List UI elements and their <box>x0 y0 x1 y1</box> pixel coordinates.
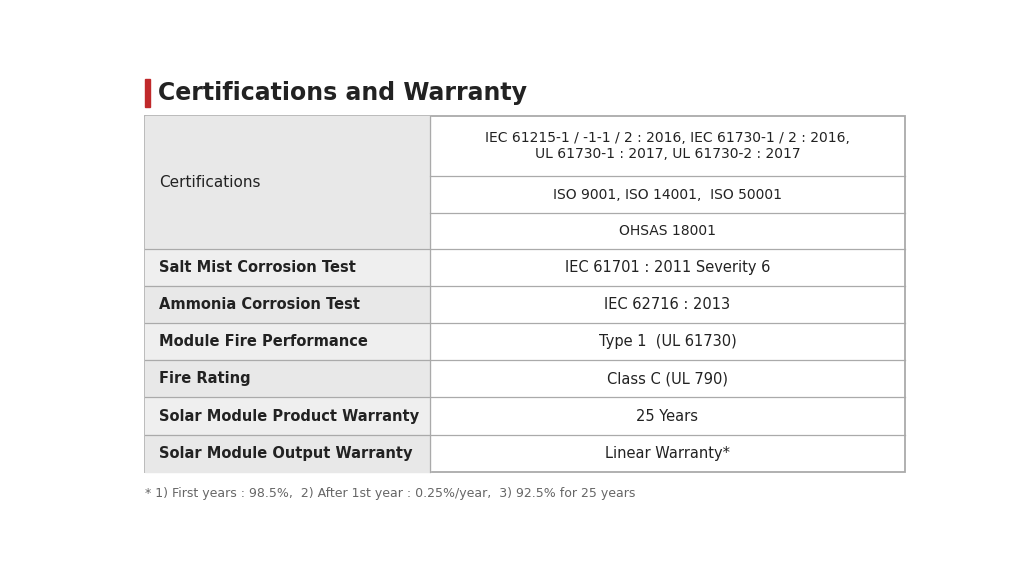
Bar <box>145 248 430 286</box>
Text: OHSAS 18001: OHSAS 18001 <box>618 224 716 238</box>
Text: Certifications and Warranty: Certifications and Warranty <box>159 81 527 105</box>
Text: * 1) First years : 98.5%,  2) After 1st year : 0.25%/year,  3) 92.5% for 25 year: * 1) First years : 98.5%, 2) After 1st y… <box>145 487 636 500</box>
Bar <box>145 435 430 472</box>
Text: ISO 9001, ISO 14001,  ISO 50001: ISO 9001, ISO 14001, ISO 50001 <box>553 188 782 202</box>
Text: 25 Years: 25 Years <box>636 409 698 424</box>
Bar <box>145 286 430 323</box>
Text: IEC 61701 : 2011 Severity 6: IEC 61701 : 2011 Severity 6 <box>564 259 770 275</box>
Text: Type 1  (UL 61730): Type 1 (UL 61730) <box>598 334 736 349</box>
Text: Linear Warranty*: Linear Warranty* <box>605 446 730 461</box>
Text: Solar Module Product Warranty: Solar Module Product Warranty <box>159 409 419 424</box>
Bar <box>145 398 430 435</box>
Bar <box>145 116 430 248</box>
Text: Class C (UL 790): Class C (UL 790) <box>607 371 728 387</box>
Text: Solar Module Output Warranty: Solar Module Output Warranty <box>159 446 413 461</box>
Text: IEC 61215-1 / -1-1 / 2 : 2016, IEC 61730-1 / 2 : 2016,
UL 61730-1 : 2017, UL 617: IEC 61215-1 / -1-1 / 2 : 2016, IEC 61730… <box>485 131 850 161</box>
Bar <box>145 360 430 398</box>
Text: Module Fire Performance: Module Fire Performance <box>159 334 368 349</box>
Text: Certifications: Certifications <box>159 175 260 190</box>
Text: Fire Rating: Fire Rating <box>159 371 251 387</box>
Bar <box>145 323 430 360</box>
Text: IEC 62716 : 2013: IEC 62716 : 2013 <box>604 297 730 312</box>
Bar <box>145 79 151 107</box>
Text: Salt Mist Corrosion Test: Salt Mist Corrosion Test <box>159 259 356 275</box>
Text: Ammonia Corrosion Test: Ammonia Corrosion Test <box>159 297 360 312</box>
Bar <box>145 116 904 472</box>
